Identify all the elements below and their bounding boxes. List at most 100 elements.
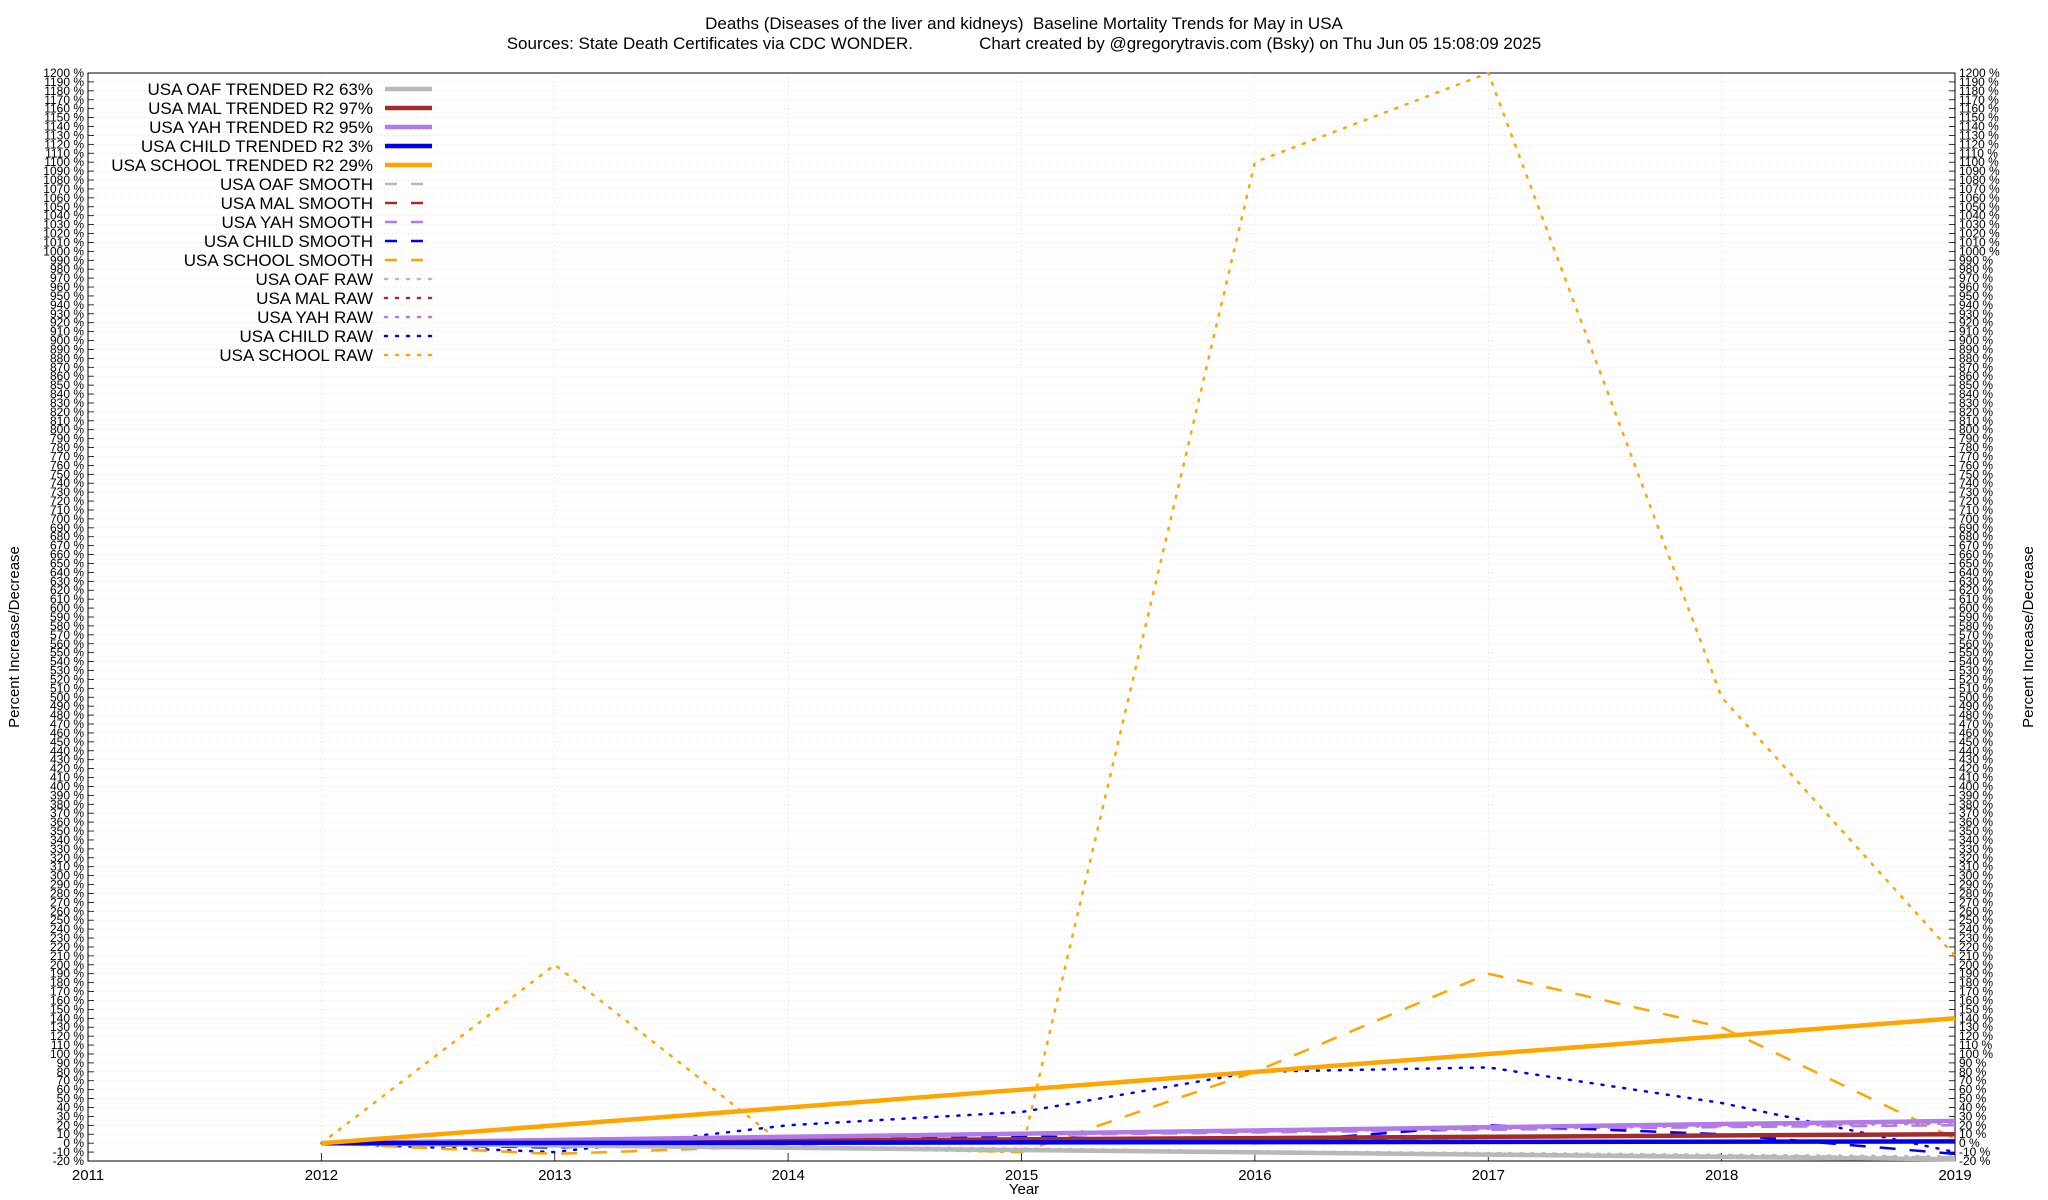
y-tick-label: 710 % (50, 503, 84, 517)
y2-tick-label: 1170 % (1959, 93, 1999, 107)
y-tick-label: 550 % (50, 646, 84, 660)
y-tick-label: 340 % (50, 833, 84, 847)
y-tick-label: 640 % (50, 565, 84, 579)
plot-frame (87, 72, 1956, 1162)
y2-tick-label: 990 % (1959, 253, 1993, 267)
y2-tick-label: 100 % (1959, 1047, 1993, 1061)
y2-tick-label: 10 % (1959, 1127, 1987, 1141)
y2-tick-label: 350 % (1959, 824, 1993, 838)
y-tick-label: 500 % (50, 690, 84, 704)
series-line-school-raw (320, 71, 1957, 1154)
x-axis-label: Year (1009, 1181, 1039, 1198)
y2-tick-label: 160 % (1959, 993, 1993, 1007)
y-tick-label: 270 % (50, 895, 84, 909)
y2-tick-label: 550 % (1959, 646, 1993, 660)
y-tick-label: 290 % (50, 878, 84, 892)
y2-tick-label: 220 % (1959, 940, 1993, 954)
y2-tick-label: 1160 % (1959, 102, 1999, 116)
y-tick-label: 130 % (50, 1020, 84, 1034)
y2-tick-label: 620 % (1959, 583, 1993, 597)
y2-tick-label: 610 % (1959, 592, 1993, 606)
y2-tick-label: 400 % (1959, 779, 1993, 793)
y2-tick-label: 210 % (1959, 949, 1993, 963)
y-tick-label: 110 % (51, 1038, 84, 1052)
y-tick-label: 630 % (50, 574, 84, 588)
legend-label: USA SCHOOL SMOOTH (184, 251, 373, 270)
y2-tick-label: 1040 % (1959, 209, 2000, 223)
y-tick-label: -10 % (53, 1145, 85, 1159)
y2-tick-label: 320 % (1959, 851, 1993, 865)
y2-tick-label: 200 % (1959, 958, 1993, 972)
y2-tick-label: 1130 % (1959, 128, 1999, 142)
y-tick-label: 950 % (50, 289, 84, 303)
y2-tick-label: 60 % (1959, 1083, 1987, 1097)
y2-tick-label: 440 % (1959, 744, 1993, 758)
y2-tick-label: 390 % (1959, 788, 1993, 802)
y2-tick-label: -20 % (1959, 1154, 1991, 1168)
y-tick-label: 380 % (50, 797, 84, 811)
y2-tick-label: 600 % (1959, 601, 1993, 615)
y-tick-label: 430 % (50, 753, 84, 767)
x-tick-label: 2018 (1705, 1167, 1738, 1184)
y-tick-label: 1120 % (44, 137, 84, 151)
y2-tick-label: 120 % (1959, 1029, 1993, 1043)
legend-label: USA CHILD RAW (239, 327, 373, 346)
y-tick-label: 1130 % (44, 128, 84, 142)
y-tick-label: 1090 % (43, 164, 84, 178)
y2-tick-label: 720 % (1959, 494, 1993, 508)
y-tick-label: 260 % (50, 904, 84, 918)
y2-tick-label: 1180 % (1959, 84, 1999, 98)
x-tick-label: 2015 (1005, 1167, 1038, 1184)
y2-tick-label: 540 % (1959, 655, 1993, 669)
y2-tick-label: 300 % (1959, 869, 1993, 883)
y2-tick-label: 1190 % (1959, 75, 1999, 89)
legend-label: USA OAF TRENDED R2 63% (148, 80, 373, 99)
y-tick-label: 530 % (50, 664, 84, 678)
x-tick-label: 2013 (538, 1167, 571, 1184)
y2-tick-label: 480 % (1959, 708, 1993, 722)
y2-tick-label: 740 % (1959, 476, 1993, 490)
y2-tick-label: 1110 % (1959, 146, 1998, 160)
y-tick-label: -20 % (53, 1154, 85, 1168)
y2-tick-label: 640 % (1959, 565, 1993, 579)
y-tick-label: 210 % (50, 949, 84, 963)
y2-tick-label: -10 % (1959, 1145, 1991, 1159)
y2-tick-label: 70 % (1959, 1074, 1987, 1088)
y-tick-label: 50 % (57, 1092, 85, 1106)
y-tick-label: 750 % (50, 467, 84, 481)
y-tick-label: 140 % (50, 1011, 84, 1025)
y-tick-label: 170 % (50, 985, 84, 999)
y2-tick-label: 880 % (1959, 351, 1993, 365)
y2-tick-label: 1140 % (1959, 120, 1999, 134)
y-tick-label: 790 % (50, 432, 84, 446)
y2-tick-label: 490 % (1959, 699, 1993, 713)
y2-tick-label: 460 % (1959, 726, 1993, 740)
legend-label: USA YAH SMOOTH (222, 213, 373, 232)
y-tick-label: 830 % (50, 396, 84, 410)
y-tick-label: 590 % (50, 610, 84, 624)
y-tick-label: 580 % (50, 619, 84, 633)
legend-label: USA MAL RAW (256, 289, 373, 308)
y2-tick-label: 590 % (1959, 610, 1993, 624)
y-tick-label: 760 % (50, 458, 84, 472)
y2-tick-label: 510 % (1959, 681, 1993, 695)
y2-tick-label: 960 % (1959, 280, 1993, 294)
y2-tick-label: 820 % (1959, 405, 1993, 419)
y-tick-label: 690 % (50, 521, 84, 535)
y2-tick-label: 450 % (1959, 735, 1993, 749)
y2-tick-label: 850 % (1959, 378, 1993, 392)
y2-tick-label: 570 % (1959, 628, 1993, 642)
series-layer (320, 71, 1957, 1162)
y2-tick-label: 780 % (1959, 441, 1993, 455)
y2-tick-label: 870 % (1959, 360, 1993, 374)
y-tick-label: 470 % (50, 717, 84, 731)
y-tick-label: 970 % (50, 271, 84, 285)
y2-tick-label: 1000 % (1959, 244, 2000, 258)
y2-tick-label: 430 % (1959, 753, 1993, 767)
legend-label: USA CHILD SMOOTH (204, 232, 373, 251)
y2-tick-label: 280 % (1959, 886, 1993, 900)
x-tick-label: 2017 (1472, 1167, 1505, 1184)
y2-tick-label: 1080 % (1959, 173, 2000, 187)
y2-axis-label: Percent Increase/Decrease (2020, 546, 2037, 728)
y2-tick-label: 190 % (1959, 967, 1993, 981)
